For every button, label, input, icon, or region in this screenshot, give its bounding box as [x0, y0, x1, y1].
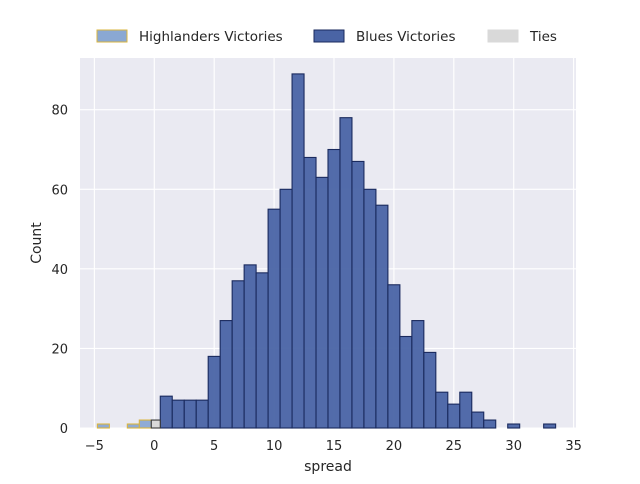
x-tick-label: 5: [210, 439, 218, 454]
y-tick-label: 0: [60, 422, 68, 437]
bar-blues-victories: [507, 423, 521, 429]
bar-blues-victories: [255, 272, 269, 429]
x-tick-label: 20: [386, 439, 403, 454]
bar-blues-victories: [243, 264, 257, 429]
bar-blues-victories: [339, 117, 353, 429]
bar-blues-victories: [363, 188, 377, 429]
y-tick-label: 40: [51, 263, 68, 278]
bar-blues-victories: [171, 399, 185, 429]
bar-blues-victories: [303, 156, 317, 429]
x-tick-label: 25: [446, 439, 463, 454]
bar-blues-victories: [231, 280, 245, 429]
legend-swatch: [487, 29, 519, 43]
bar-blues-victories: [183, 399, 197, 429]
bar-blues-victories: [543, 423, 557, 429]
y-axis-label: Count: [29, 222, 45, 264]
x-axis-label: spread: [304, 459, 352, 475]
x-tick-label: 30: [505, 439, 522, 454]
legend-label: Blues Victories: [356, 29, 456, 45]
histogram-bars: [96, 73, 557, 429]
x-tick-label: 35: [565, 439, 582, 454]
legend: Highlanders Victories Blues Victories Ties: [96, 29, 557, 45]
bar-blues-victories: [447, 403, 461, 429]
legend-swatch: [96, 29, 128, 43]
bar-blues-victories: [195, 399, 209, 429]
legend-swatch: [313, 29, 345, 43]
bar-highlanders-victories: [126, 423, 140, 429]
bar-blues-victories: [207, 355, 221, 429]
x-tick-label: 0: [150, 439, 158, 454]
bar-blues-victories: [279, 188, 293, 429]
legend-item-highlanders-victories: Highlanders Victories: [96, 29, 283, 45]
x-tick-label: 15: [326, 439, 343, 454]
y-tick-label: 20: [51, 342, 68, 357]
y-axis-ticks: 0 20 40 60 80: [51, 104, 68, 437]
legend-item-ties: Ties: [487, 29, 557, 45]
bar-blues-victories: [291, 73, 305, 429]
bar-blues-victories: [159, 395, 173, 429]
bar-blues-victories: [375, 204, 389, 429]
bar-blues-victories: [399, 335, 413, 429]
bar-blues-victories: [411, 320, 425, 429]
bar-blues-victories: [387, 284, 401, 429]
bar-blues-victories: [267, 208, 281, 429]
legend-label: Ties: [529, 29, 557, 45]
bar-blues-victories: [459, 391, 473, 429]
bar-ties: [150, 419, 161, 429]
y-tick-label: 80: [51, 104, 68, 119]
y-tick-label: 60: [51, 183, 68, 198]
bar-blues-victories: [327, 148, 341, 429]
legend-label: Highlanders Victories: [139, 29, 283, 45]
bar-highlanders-victories: [96, 423, 110, 429]
bar-blues-victories: [483, 419, 497, 429]
bar-blues-victories: [351, 160, 365, 429]
bar-blues-victories: [471, 411, 485, 429]
bar-blues-victories: [435, 391, 449, 429]
x-tick-label: 10: [266, 439, 283, 454]
bar-blues-victories: [219, 320, 233, 429]
bar-blues-victories: [423, 351, 437, 429]
x-tick-label: −5: [85, 439, 104, 454]
bar-blues-victories: [315, 176, 329, 429]
bar-highlanders-victories: [138, 419, 152, 429]
x-axis-ticks: −5 0 5 10 15 20 25 30 35: [85, 439, 582, 454]
legend-item-blues-victories: Blues Victories: [313, 29, 456, 45]
